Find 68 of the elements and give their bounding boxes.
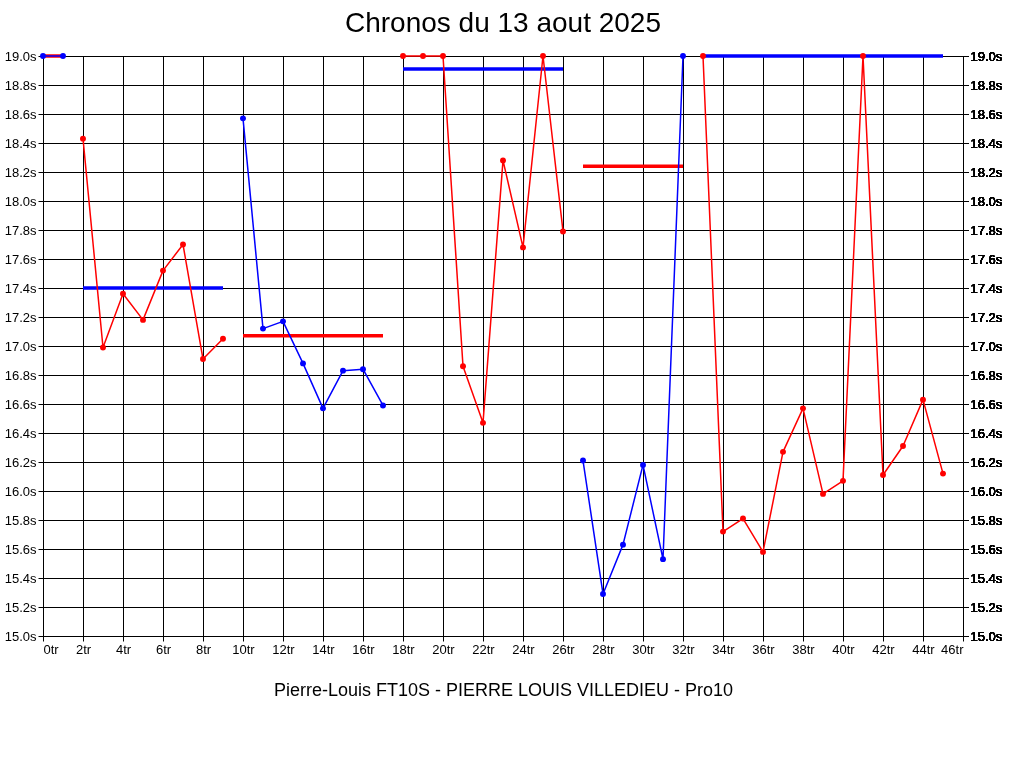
y2-tick-label: 17.4s <box>970 280 1003 296</box>
y-tick-label: 16.8s <box>4 367 37 383</box>
y2-tick-label: 15.8s <box>970 512 1003 528</box>
y-tick-label: 17.6s <box>4 251 37 267</box>
y2-tick-label: 16.8s <box>970 367 1003 383</box>
x-tick-label: 40tr <box>832 641 856 657</box>
y-tick-label: 16.2s <box>4 454 37 470</box>
y2-tick-label: 17.2s <box>970 309 1003 325</box>
x-tick-label: 30tr <box>632 641 656 657</box>
y-tick-label: 15.8s <box>4 512 37 528</box>
x-tick-label: 18tr <box>392 641 416 657</box>
x-tick-label: 6tr <box>155 641 172 657</box>
y2-tick-label: 18.4s <box>970 135 1003 151</box>
x-tick-label: 12tr <box>272 641 296 657</box>
y-tick-label: 19.0s <box>4 48 37 64</box>
x-tick-label: 16tr <box>352 641 376 657</box>
x-tick-label: 20tr <box>432 641 456 657</box>
x-tick-label: 32tr <box>672 641 696 657</box>
y2-tick-label: 18.2s <box>970 164 1003 180</box>
y-tick-label: 16.6s <box>4 396 37 412</box>
y-tick-label: 15.0s <box>4 628 37 644</box>
x-tick-label: 44tr <box>912 641 936 657</box>
y-tick-label: 16.0s <box>4 483 37 499</box>
y-tick-label: 18.8s <box>4 77 37 93</box>
x-tick-label: 8tr <box>195 641 212 657</box>
x-tick-label: 28tr <box>592 641 616 657</box>
y-tick-label: 17.0s <box>4 338 37 354</box>
x-axis-title: Pierre-Louis FT10S - PIERRE LOUIS VILLEDIEU - Pro10 <box>273 679 734 700</box>
y-tick-label: 17.2s <box>4 309 37 325</box>
x-tick-label: 14tr <box>312 641 336 657</box>
y-tick-label: 15.6s <box>4 541 37 557</box>
y2-tick-label: 15.2s <box>970 599 1003 615</box>
y-tick-label: 16.4s <box>4 425 37 441</box>
y-tick-label: 18.2s <box>4 164 37 180</box>
y2-tick-label: 16.4s <box>970 425 1003 441</box>
x-tick-label: 26tr <box>552 641 576 657</box>
y-tick-label: 18.0s <box>4 193 37 209</box>
x-tick-label: 2tr <box>75 641 92 657</box>
x-tick-label: 24tr <box>512 641 536 657</box>
y2-tick-label: 17.0s <box>970 338 1003 354</box>
y-tick-label: 18.6s <box>4 106 37 122</box>
chart-title: Chronos du 13 aout 2025 <box>344 7 662 38</box>
x-tick-label: 0tr <box>43 641 60 657</box>
y2-tick-label: 16.0s <box>970 483 1003 499</box>
y2-tick-label: 18.6s <box>970 106 1003 122</box>
x-tick-label: 36tr <box>752 641 776 657</box>
y-tick-label: 17.8s <box>4 222 37 238</box>
y2-tick-label: 15.0s <box>970 628 1003 644</box>
y2-tick-label: 16.2s <box>970 454 1003 470</box>
x-tick-label: 4tr <box>115 641 132 657</box>
y-tick-label: 15.2s <box>4 599 37 615</box>
y2-tick-label: 15.6s <box>970 541 1003 557</box>
y-tick-label: 17.4s <box>4 280 37 296</box>
y2-tick-label: 17.6s <box>970 251 1003 267</box>
y2-tick-label: 18.8s <box>970 77 1003 93</box>
x-tick-label: 10tr <box>232 641 256 657</box>
x-tick-label: 42tr <box>872 641 896 657</box>
y-tick-label: 18.4s <box>4 135 37 151</box>
x-tick-label: 38tr <box>792 641 816 657</box>
y2-tick-label: 19.0s <box>970 48 1003 64</box>
y2-tick-label: 16.6s <box>970 396 1003 412</box>
y-tick-label: 15.4s <box>4 570 37 586</box>
x-tick-label: 22tr <box>472 641 496 657</box>
x-tick-label: 34tr <box>712 641 736 657</box>
y2-tick-label: 17.8s <box>970 222 1003 238</box>
y2-tick-label: 15.4s <box>970 570 1003 586</box>
x-tick-label: 46tr <box>941 641 965 657</box>
y2-tick-label: 18.0s <box>970 193 1003 209</box>
